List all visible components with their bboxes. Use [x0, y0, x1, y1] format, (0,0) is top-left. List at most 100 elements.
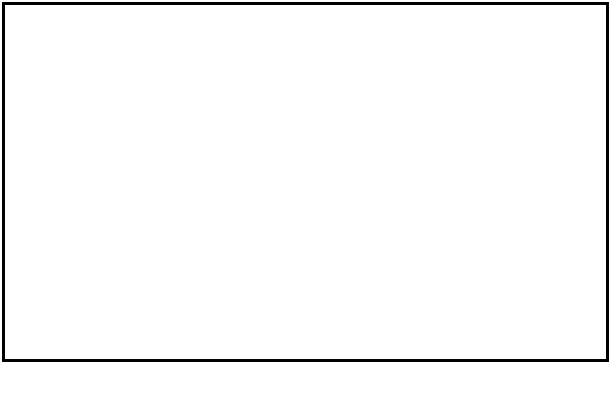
Bar — [3, 239, 607, 256]
Text: Duration: Duration — [482, 122, 536, 132]
Bar — [3, 135, 134, 191]
Bar — [3, 272, 134, 296]
Bar — [310, 191, 410, 207]
Text: ≤ 90.00%: ≤ 90.00% — [139, 194, 190, 204]
Bar — [310, 312, 410, 328]
Text: 11 years: 11 years — [418, 142, 463, 152]
Text: endorsed mortgage on or before May 31, 2009: endorsed mortgage on or before May 31, 2… — [28, 54, 285, 64]
Text: LTV: LTV — [212, 122, 232, 132]
Text: Hawaiian Home Lands (Section 247) do not require Annual MIP.: Hawaiian Home Lands (Section 247) do not… — [8, 90, 337, 100]
Text: > 90.00%: > 90.00% — [139, 347, 190, 357]
Bar — [134, 296, 310, 312]
Text: Mortgage Term of More Than 15 Years: Mortgage Term of More Than 15 Years — [178, 104, 432, 117]
Bar — [3, 27, 607, 87]
Bar — [310, 223, 410, 239]
Text: 45: 45 — [353, 315, 367, 325]
Bar — [410, 312, 607, 328]
Bar — [134, 328, 310, 344]
Text: ≤ 78.00%: ≤ 78.00% — [139, 315, 190, 325]
Text: 85: 85 — [353, 178, 367, 188]
Bar — [3, 3, 607, 360]
Bar — [134, 272, 310, 296]
Bar — [410, 272, 607, 296]
Text: Greater than $625,500: Greater than $625,500 — [8, 331, 127, 341]
Bar — [3, 207, 134, 223]
Bar — [3, 3, 607, 27]
Bar — [410, 191, 607, 207]
Text: 11 years: 11 years — [418, 194, 463, 204]
Text: 11 years: 11 years — [418, 331, 463, 341]
Text: MIP (bps): MIP (bps) — [331, 259, 389, 269]
Bar — [410, 223, 607, 239]
Bar — [410, 135, 607, 159]
Bar — [134, 207, 310, 223]
Text: > 90.00%: > 90.00% — [139, 299, 190, 309]
Text: Mortgage term: Mortgage term — [418, 162, 496, 172]
Text: •  Hawaiian Home Lands (Section 247): • Hawaiian Home Lands (Section 247) — [18, 68, 220, 78]
Bar — [310, 256, 410, 272]
Bar — [3, 175, 134, 191]
Text: 95: 95 — [353, 347, 367, 357]
Text: Duration: Duration — [482, 259, 536, 269]
Text: •  Streamline Refinance and Simple Refinance mortgages used to refinance a previ: • Streamline Refinance and Simple Refina… — [18, 42, 494, 52]
Text: Less than or equal to
$625,500: Less than or equal to $625,500 — [8, 281, 118, 303]
Bar — [134, 223, 310, 239]
Bar — [310, 135, 410, 159]
Bar — [3, 296, 134, 312]
Text: 100: 100 — [350, 194, 370, 204]
Bar — [3, 256, 134, 272]
Bar — [310, 344, 410, 360]
Text: Mortgage term: Mortgage term — [418, 210, 496, 220]
Bar — [134, 119, 310, 135]
Text: 70: 70 — [353, 299, 367, 309]
Text: Base Loan Amount: Base Loan Amount — [12, 122, 126, 132]
Text: ≤ 90.00%: ≤ 90.00% — [139, 279, 190, 289]
Bar — [134, 256, 310, 272]
Text: LTV: LTV — [212, 259, 232, 269]
Text: Base Loan Amount: Base Loan Amount — [12, 259, 126, 269]
Bar — [310, 175, 410, 191]
Bar — [310, 159, 410, 175]
Bar — [134, 344, 310, 360]
Text: Mortgage term: Mortgage term — [418, 347, 496, 357]
Bar — [3, 312, 134, 328]
Bar — [134, 135, 310, 159]
Bar — [410, 175, 607, 191]
Text: 70: 70 — [353, 331, 367, 341]
Text: ≤ 90.00%: ≤ 90.00% — [139, 142, 190, 152]
Bar — [3, 135, 134, 159]
Text: Less than or equal to
$625,500: Less than or equal to $625,500 — [8, 152, 118, 174]
Bar — [3, 191, 134, 207]
Bar — [3, 272, 134, 312]
Text: Greater than $625,500: Greater than $625,500 — [8, 210, 127, 220]
Bar — [3, 159, 134, 175]
Text: Mortgage term: Mortgage term — [418, 299, 496, 309]
Text: 45: 45 — [353, 279, 367, 289]
Text: Annual Mortgage Insurance Premium (MIP): Annual Mortgage Insurance Premium (MIP) — [136, 8, 474, 22]
Text: 11 years: 11 years — [418, 315, 463, 325]
Text: 105: 105 — [350, 226, 370, 236]
Bar — [134, 191, 310, 207]
Text: Mortgage term: Mortgage term — [418, 178, 496, 188]
Bar — [3, 223, 134, 239]
Bar — [410, 344, 607, 360]
Bar — [310, 328, 410, 344]
Bar — [3, 102, 607, 119]
Bar — [410, 296, 607, 312]
Bar — [3, 119, 134, 135]
Text: 80: 80 — [353, 142, 367, 152]
Bar — [3, 3, 607, 360]
Bar — [3, 328, 134, 344]
Bar — [410, 159, 607, 175]
Text: Applies to all mortgages except:: Applies to all mortgages except: — [8, 30, 178, 40]
Text: Mortgage term: Mortgage term — [418, 226, 496, 236]
Text: Mortgage Term of Less than or Equal to 15 Years: Mortgage Term of Less than or Equal to 1… — [143, 241, 467, 254]
Bar — [410, 328, 607, 344]
Text: > 95.00%: > 95.00% — [139, 226, 190, 236]
Bar — [310, 207, 410, 223]
Bar — [134, 312, 310, 328]
Text: > 78.00% but ≤ 90.00%: > 78.00% but ≤ 90.00% — [139, 331, 266, 341]
Text: > 90.00% but ≤ 95.00%: > 90.00% but ≤ 95.00% — [139, 210, 266, 220]
Bar — [410, 256, 607, 272]
Text: > 95.00%: > 95.00% — [139, 178, 190, 188]
